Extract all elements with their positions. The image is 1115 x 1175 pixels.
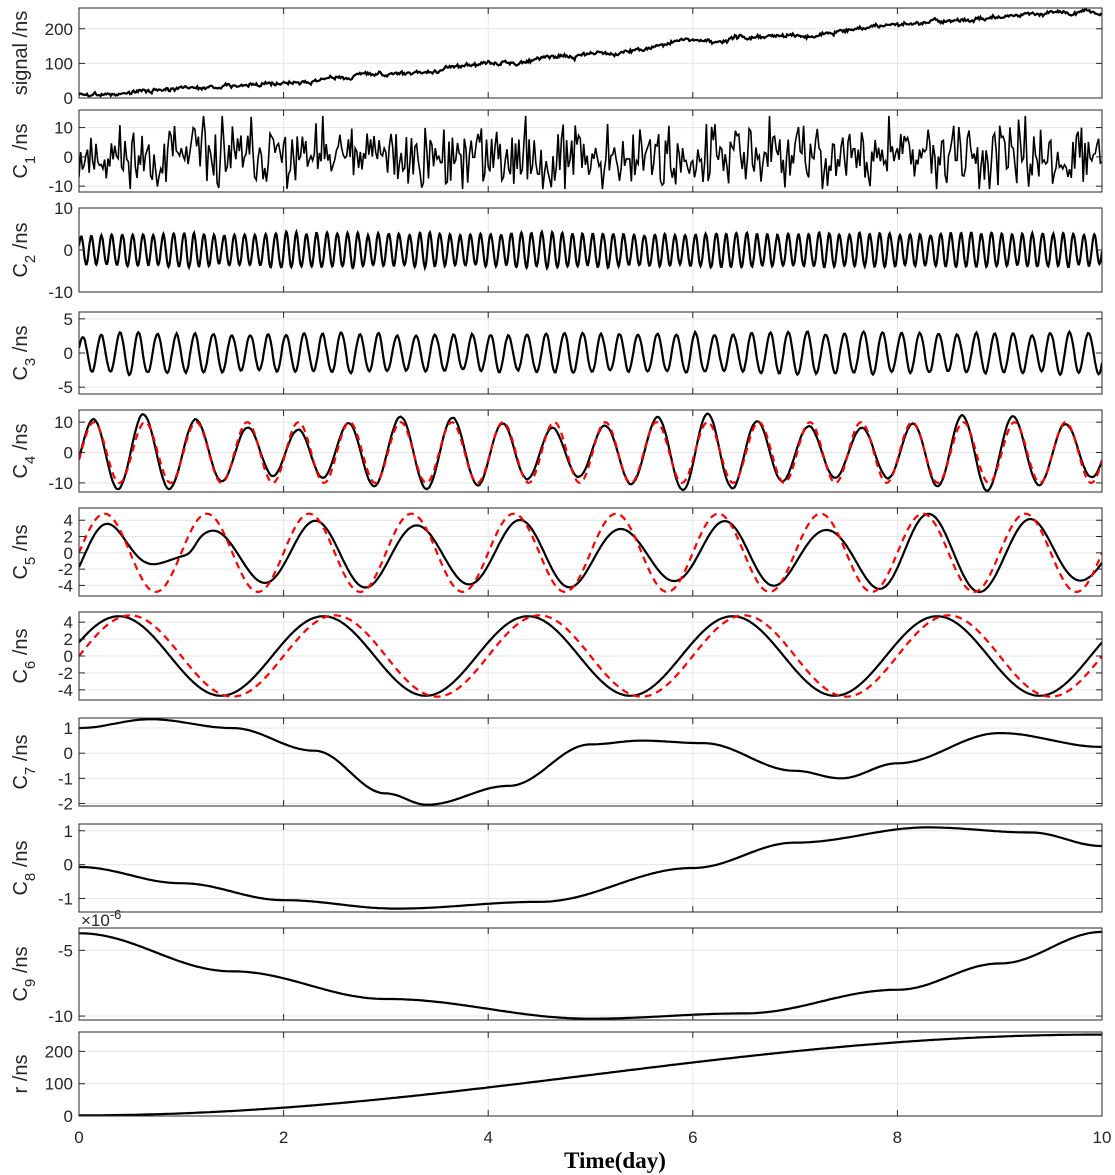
axes-box	[78, 927, 1103, 1021]
y-tick-label: -5	[58, 378, 73, 397]
y-tick-label: 0	[64, 241, 73, 260]
grid-lines	[79, 824, 1102, 912]
y-tick-label: 0	[64, 744, 73, 763]
y-tick-label: 200	[45, 20, 73, 39]
y-axis-label-c7: C7 /ns	[10, 734, 39, 789]
grid-lines	[79, 508, 1102, 596]
y-tick-label: 4	[64, 613, 73, 632]
x-tick-label: 6	[688, 1128, 697, 1147]
y-tick-label: 5	[64, 310, 73, 329]
grid-lines	[79, 718, 1102, 806]
y-tick-label: -2	[58, 794, 73, 813]
x-tick-label: 4	[483, 1128, 492, 1147]
y-axis-label-c1: C1 /ns	[10, 123, 39, 178]
axes-box	[78, 823, 1103, 913]
grid-lines	[79, 928, 1102, 1020]
y-tick-label: 0	[64, 856, 73, 875]
y-tick-label: 0	[64, 89, 73, 108]
y-tick-label: 0	[64, 1107, 73, 1126]
y-axis-label-c6: C6 /ns	[10, 628, 39, 683]
y-axis-label-c2: C2 /ns	[10, 222, 39, 277]
grid-lines	[79, 312, 1102, 394]
y-tick-label: -1	[58, 889, 73, 908]
y-tick-label: 0	[64, 148, 73, 167]
y-tick-label: -5	[58, 941, 73, 960]
axis-multiplier: ×10-6	[81, 907, 121, 930]
y-tick-label: -2	[58, 664, 73, 683]
y-axis-label-c4: C4 /ns	[10, 423, 39, 478]
series-line-data	[79, 115, 1102, 190]
x-axis-label: Time(day)	[564, 1148, 666, 1173]
x-tick-label: 10	[1093, 1128, 1112, 1147]
panel-c3: -5 0 5 C3 /ns	[10, 310, 1103, 397]
y-tick-label: 200	[45, 1042, 73, 1061]
y-tick-label: 2	[64, 528, 73, 547]
y-tick-label: -10	[48, 177, 73, 196]
axes-box	[78, 717, 1103, 807]
series-line-fit	[79, 421, 1102, 484]
y-tick-label: -10	[48, 1007, 73, 1026]
y-tick-label: -4	[58, 576, 73, 595]
y-tick-label: -10	[48, 283, 73, 302]
y-axis-label-signal: signal /ns	[10, 11, 32, 96]
panel-c4: -10 0 10 C4 /ns	[10, 409, 1103, 493]
y-tick-label: 0	[64, 647, 73, 666]
y-axis-label-r: r /ns	[10, 1055, 32, 1094]
panel-signal: 0 100 200 signal /ns	[10, 7, 1103, 108]
panel-r: 0 100 200 0 2 4 6 8 10 r /ns	[10, 1031, 1112, 1147]
panel-c9: -10 -5 C9 /ns ×10-6	[10, 907, 1103, 1026]
series-line-data	[79, 329, 1102, 377]
y-axis-label-c9: C9 /ns	[10, 946, 39, 1001]
series-line-data	[79, 718, 1102, 806]
y-tick-label: -4	[58, 681, 73, 700]
panel-c2: -10 0 10 C2 /ns	[10, 199, 1103, 302]
series-line-data	[79, 8, 1102, 98]
y-axis-label-c5: C5 /ns	[10, 524, 39, 579]
y-tick-label: 10	[54, 199, 73, 218]
x-tick-label: 0	[74, 1128, 83, 1147]
axes-box	[78, 7, 1103, 99]
y-tick-label: 2	[64, 630, 73, 649]
series-line-data	[79, 1033, 1102, 1116]
y-tick-label: 4	[64, 511, 73, 530]
series-line-fit	[79, 614, 1102, 698]
y-tick-label: -2	[58, 560, 73, 579]
y-axis-label-c8: C8 /ns	[10, 840, 39, 895]
axes-box	[78, 409, 1103, 493]
series-line-data	[79, 512, 1102, 594]
y-tick-label: 10	[54, 413, 73, 432]
y-axis-label-c3: C3 /ns	[10, 325, 39, 380]
axes-box	[78, 1031, 1103, 1117]
y-tick-label: -10	[48, 474, 73, 493]
y-tick-label: -1	[58, 769, 73, 788]
panel-c8: -1 0 1 C8 /ns	[10, 822, 1103, 913]
axes-box	[78, 507, 1103, 597]
y-tick-label: 100	[45, 1075, 73, 1094]
panel-c1: -10 0 10 C1 /ns	[10, 109, 1103, 196]
series-line-data	[79, 228, 1102, 272]
y-tick-label: 0	[64, 444, 73, 463]
y-tick-label: 0	[64, 344, 73, 363]
y-tick-label: 1	[64, 822, 73, 841]
x-tick-label: 2	[279, 1128, 288, 1147]
y-tick-label: 1	[64, 719, 73, 738]
axes-box	[78, 109, 1103, 193]
series-line-data	[79, 930, 1102, 1020]
series-line-data	[79, 615, 1102, 697]
grid-lines	[79, 110, 1102, 192]
grid-lines	[79, 410, 1102, 492]
series-line-data	[79, 826, 1102, 910]
y-tick-label: 0	[64, 544, 73, 563]
y-tick-label: 10	[54, 119, 73, 138]
panel-c7: -2 -1 0 1 C7 /ns	[10, 717, 1103, 813]
series-line-fit	[79, 512, 1102, 594]
series-line-data	[79, 412, 1102, 492]
x-tick-label: 8	[893, 1128, 902, 1147]
y-tick-label: 100	[45, 54, 73, 73]
